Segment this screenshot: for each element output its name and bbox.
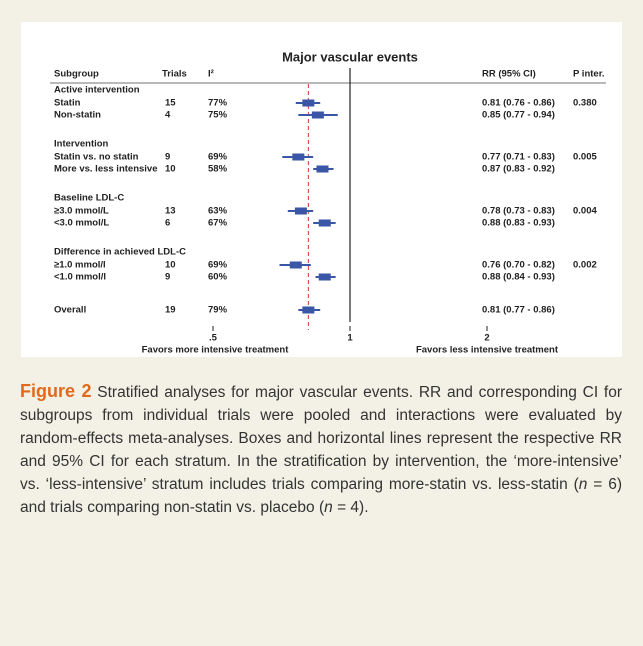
p-interaction: 0.005: [573, 152, 597, 163]
x-tick-label: .5: [209, 333, 218, 344]
rr-ci: 0.78 (0.73 - 0.83): [482, 206, 555, 217]
i2: 75%: [208, 110, 228, 121]
column-header: RR (95% CI): [482, 69, 536, 80]
i2: 77%: [208, 98, 228, 109]
row-label: ≥3.0 mmol/L: [54, 206, 109, 217]
row-label: Statin: [54, 98, 81, 109]
rr-ci: 0.87 (0.83 - 0.92): [482, 164, 555, 175]
trials: 6: [165, 218, 170, 229]
i2: 79%: [208, 305, 228, 316]
rr-box: [318, 273, 331, 281]
trials: 9: [165, 152, 170, 163]
trials: 9: [165, 272, 170, 283]
rr-box: [316, 165, 329, 173]
rr-ci: 0.81 (0.77 - 0.86): [482, 305, 555, 316]
group-title: Active intervention: [54, 85, 140, 96]
rr-ci: 0.85 (0.77 - 0.94): [482, 110, 555, 121]
row-label: ≥1.0 mmol/l: [54, 260, 106, 271]
column-header: I²: [208, 69, 214, 80]
x-label-right: Favors less intensive treatment: [416, 345, 559, 356]
i2: 67%: [208, 218, 228, 229]
rr-box: [294, 207, 307, 215]
figure-label: Figure 2: [20, 381, 92, 401]
i2: 69%: [208, 260, 228, 271]
row-label: Statin vs. no statin: [54, 152, 139, 163]
trials: 13: [165, 206, 176, 217]
figure-caption: Figure 2 Stratified analyses for major v…: [20, 380, 622, 519]
row-label: Overall: [54, 305, 86, 316]
rr-box: [302, 99, 315, 107]
trials: 15: [165, 98, 176, 109]
trials: 10: [165, 164, 176, 175]
rr-box: [311, 111, 324, 119]
caption-text: Stratified analyses for major vascular e…: [20, 384, 623, 493]
rr-ci: 0.88 (0.83 - 0.93): [482, 218, 555, 229]
i2: 58%: [208, 164, 228, 175]
row-label: <3.0 mmol/L: [54, 218, 109, 229]
rr-ci: 0.81 (0.76 - 0.86): [482, 98, 555, 109]
caption-text: = 4).: [332, 499, 369, 516]
trials: 19: [165, 305, 176, 316]
rr-box: [302, 306, 315, 314]
column-header: Subgroup: [54, 69, 99, 80]
trials: 4: [165, 110, 171, 121]
rr-ci: 0.88 (0.84 - 0.93): [482, 272, 555, 283]
x-tick-label: 1: [347, 333, 353, 344]
forest-plot: Major vascular events Subgroup Trials I² RR…: [21, 22, 622, 357]
i2: 63%: [208, 206, 228, 217]
column-header: Trials: [162, 69, 187, 80]
caption-text: n: [578, 476, 588, 493]
p-interaction: 0.002: [573, 260, 597, 271]
column-header: P inter.: [573, 69, 605, 80]
group-title: Difference in achieved LDL-C: [54, 247, 186, 258]
chart-title: Major vascular events: [282, 49, 418, 64]
p-interaction: 0.004: [573, 206, 597, 217]
x-tick-label: 2: [484, 333, 489, 344]
row-label: More vs. less intensive: [54, 164, 158, 175]
row-label: Non-statin: [54, 110, 101, 121]
rr-ci: 0.77 (0.71 - 0.83): [482, 152, 555, 163]
caption-text: = 6) and trials comparing non-statin vs.…: [20, 476, 622, 516]
rr-box: [318, 219, 331, 227]
x-label-left: Favors more intensive treatment: [142, 345, 290, 356]
p-interaction: 0.380: [573, 98, 597, 109]
trials: 10: [165, 260, 176, 271]
group-title: Intervention: [54, 139, 109, 150]
group-title: Baseline LDL-C: [54, 193, 124, 204]
rr-ci: 0.76 (0.70 - 0.82): [482, 260, 555, 271]
rr-box: [289, 261, 302, 269]
i2: 69%: [208, 152, 228, 163]
rr-box: [292, 153, 305, 161]
i2: 60%: [208, 272, 228, 283]
caption-text: n: [324, 499, 333, 516]
row-label: <1.0 mmol/l: [54, 272, 106, 283]
